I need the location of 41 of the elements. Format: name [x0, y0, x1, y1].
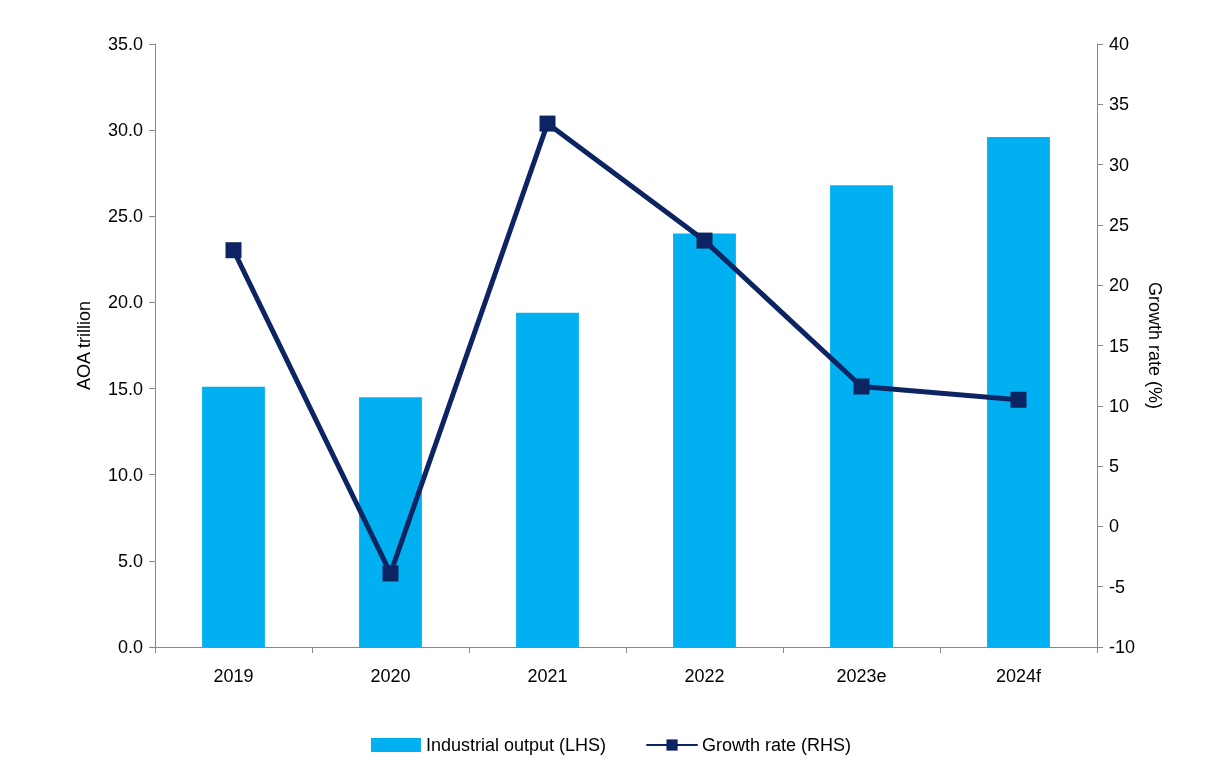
y2-tick-label: 35: [1109, 94, 1130, 115]
x-tick-label: 2024f: [995, 666, 1043, 686]
point: [1010, 391, 1027, 408]
y2-tick-label: 15: [1109, 335, 1130, 356]
y2-tick-label: 30: [1109, 154, 1130, 175]
y2-tick-label: 5: [1109, 456, 1120, 477]
y2-tick-label: -10: [1109, 637, 1136, 657]
y-tick-label: 20.0: [107, 292, 143, 313]
y-tick-label: 0.0: [117, 637, 143, 657]
y2-tick-label: 0: [1109, 516, 1120, 537]
y2-tick-label: 20: [1109, 275, 1130, 296]
bar: [359, 397, 422, 647]
y-tick-label: 5.0: [117, 550, 143, 571]
y2-tick-label: -5: [1109, 576, 1126, 597]
x-tick-label: 2021: [527, 666, 568, 686]
legend-label: Growth rate (RHS): [702, 735, 852, 755]
x-tick-label: 2019: [213, 666, 254, 686]
bar: [830, 185, 893, 647]
point: [382, 565, 399, 582]
bar: [987, 137, 1050, 647]
y2-axis-title: Growth rate (%): [1144, 281, 1165, 410]
bar: [673, 233, 736, 647]
y2-tick-label: 25: [1109, 214, 1130, 235]
x-tick-label: 2023e: [836, 666, 887, 686]
legend-label: Industrial output (LHS): [425, 735, 607, 755]
point: [696, 232, 713, 249]
y2-tick-label: 40: [1109, 34, 1130, 54]
bar: [516, 312, 579, 647]
y-tick-label: 25.0: [107, 206, 143, 227]
y-tick-label: 15.0: [107, 378, 143, 399]
point: [853, 378, 870, 395]
x-tick-label: 2020: [370, 666, 411, 686]
x-tick-label: 2022: [684, 666, 725, 686]
y2-tick-label: 10: [1109, 395, 1130, 416]
y-tick-label: 10.0: [107, 464, 143, 485]
point: [225, 242, 242, 259]
bar: [202, 386, 265, 647]
y-tick-label: 30.0: [107, 120, 143, 141]
y-tick-label: 35.0: [107, 34, 143, 54]
y-axis-title: AOA trillion: [74, 300, 94, 391]
point: [539, 115, 556, 132]
